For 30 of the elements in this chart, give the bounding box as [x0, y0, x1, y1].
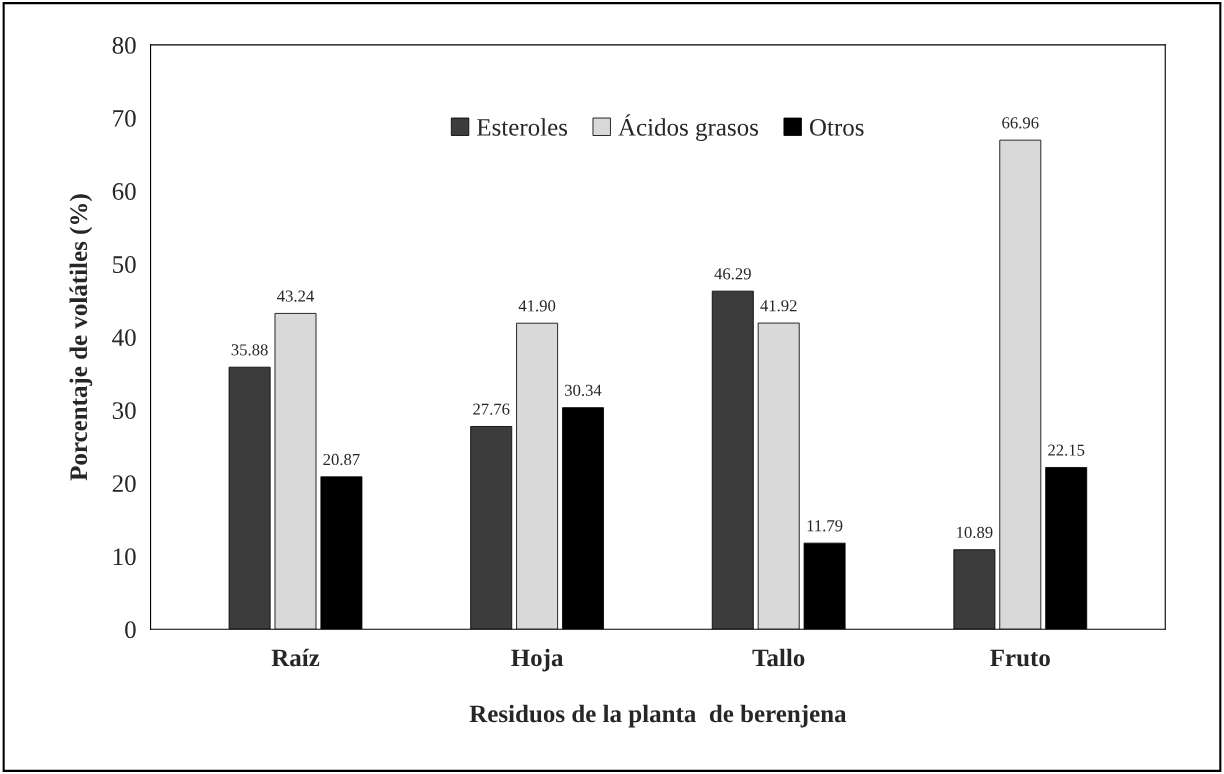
y-tick-label: 10: [113, 548, 136, 566]
y-tick-label: 60: [112, 183, 136, 200]
y-tick-label: 0: [125, 621, 136, 639]
x-tick-label: Tallo: [752, 648, 805, 667]
y-tick-label: 50: [113, 256, 136, 273]
y-tick-label: 40: [112, 329, 136, 346]
data-label: 22.15: [1048, 444, 1085, 456]
legend-label: Esteroles: [477, 118, 568, 136]
data-label: 30.34: [565, 384, 602, 396]
data-label: 43.24: [277, 290, 314, 302]
data-label: 41.92: [760, 300, 797, 312]
x-axis-title: Residuos de la planta de berenjena: [469, 704, 847, 728]
y-tick-label: 30: [112, 402, 136, 420]
y-tick-label: 20: [112, 475, 136, 493]
data-label: 35.88: [231, 344, 268, 356]
data-label: 20.87: [323, 453, 360, 466]
legend-label: Otros: [809, 118, 864, 136]
data-label: 66.96: [1002, 117, 1039, 129]
y-axis-title: Porcentaje de volátiles (%): [69, 194, 93, 481]
data-label: 10.89: [957, 526, 993, 539]
data-label: 41.90: [518, 300, 556, 312]
y-tick-label: 80: [112, 36, 136, 54]
data-label: 11.79: [807, 520, 843, 532]
data-label: 46.29: [714, 268, 751, 280]
data-label: 27.76: [473, 403, 510, 415]
x-tick-label: Raíz: [271, 648, 320, 667]
x-tick-label: Fruto: [990, 649, 1050, 667]
y-tick-label: 70: [113, 109, 136, 127]
x-tick-label: Hoja: [511, 648, 564, 672]
legend-label: Ácidos grasos: [618, 114, 759, 141]
